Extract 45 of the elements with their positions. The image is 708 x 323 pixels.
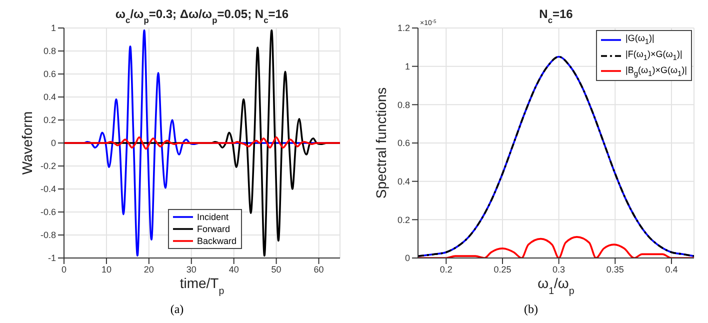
y-tick-label: -1 [48, 253, 56, 264]
y-tick-label: 1 [50, 23, 56, 34]
y-tick-label: 0.6 [43, 69, 56, 80]
legend-label: Backward [197, 235, 237, 247]
x-tick-label: 0.4 [665, 264, 678, 274]
chart-title: N$_{c}$=16 [539, 7, 574, 25]
legend-label: Forward [197, 223, 230, 235]
y-tick-label: 0.4 [43, 92, 56, 102]
x-tick-label: 0.3 [552, 264, 566, 274]
x-tick-label: 30 [186, 264, 196, 274]
y-tick-label: 0.4 [397, 176, 410, 187]
y-axis-title: Waveform [19, 111, 35, 175]
legend-label: Incident [197, 211, 229, 223]
x-tick-label: 0 [61, 264, 67, 274]
x-tick-label: 60 [314, 264, 324, 274]
y-tick-label: 0.6 [397, 138, 410, 148]
x-tick-label: 0.25 [494, 264, 512, 274]
x-axis-title: time/T$_{p}$ [180, 275, 225, 296]
y-axis-title: Spectral functions [373, 87, 389, 199]
legend-label: |F(ω$_{1}$)×G(ω$_{1}$)| [625, 48, 682, 64]
line-series [64, 136, 340, 150]
legend-label: |B$_{g}$(ω$_{1}$)×G(ω$_{1}$)| [625, 64, 687, 80]
y-tick-label: 0.8 [397, 100, 410, 110]
x-tick-label: 50 [271, 264, 282, 274]
y-tick-label: -0.4 [40, 184, 56, 194]
y-tick-label: -0.2 [40, 161, 56, 172]
x-tick-label: 10 [101, 264, 112, 274]
y-tick-label: 1 [404, 62, 410, 72]
legend-label: |G(ω$_{1}$)| [625, 32, 654, 48]
chart-title: ω$_{c}$/ω$_{p}$=0.3; Δω/ω$_{p}$=0.05; N$_{c}$=16 [115, 7, 289, 25]
y-tick-label: -0.6 [40, 207, 56, 218]
x-tick-label: 0.2 [440, 264, 452, 274]
x-tick-label: 20 [144, 264, 154, 274]
y-tick-label: 0 [50, 138, 56, 148]
y-tick-label: 0 [404, 253, 410, 264]
text: (a) [169, 302, 185, 317]
y-tick-label: 0.8 [43, 46, 56, 56]
y-tick-label: 0.2 [397, 214, 410, 225]
x-tick-label: 40 [228, 264, 239, 274]
text: (b) [523, 302, 539, 317]
x-tick-label: 0.35 [606, 264, 624, 274]
y-tick-label: 1.2 [397, 23, 410, 34]
y-tick-label: -0.8 [40, 230, 56, 240]
x-axis-title: ω$_{1}$/ω$_{p}$ [538, 275, 575, 296]
y-tick-label: 0.2 [43, 115, 56, 126]
